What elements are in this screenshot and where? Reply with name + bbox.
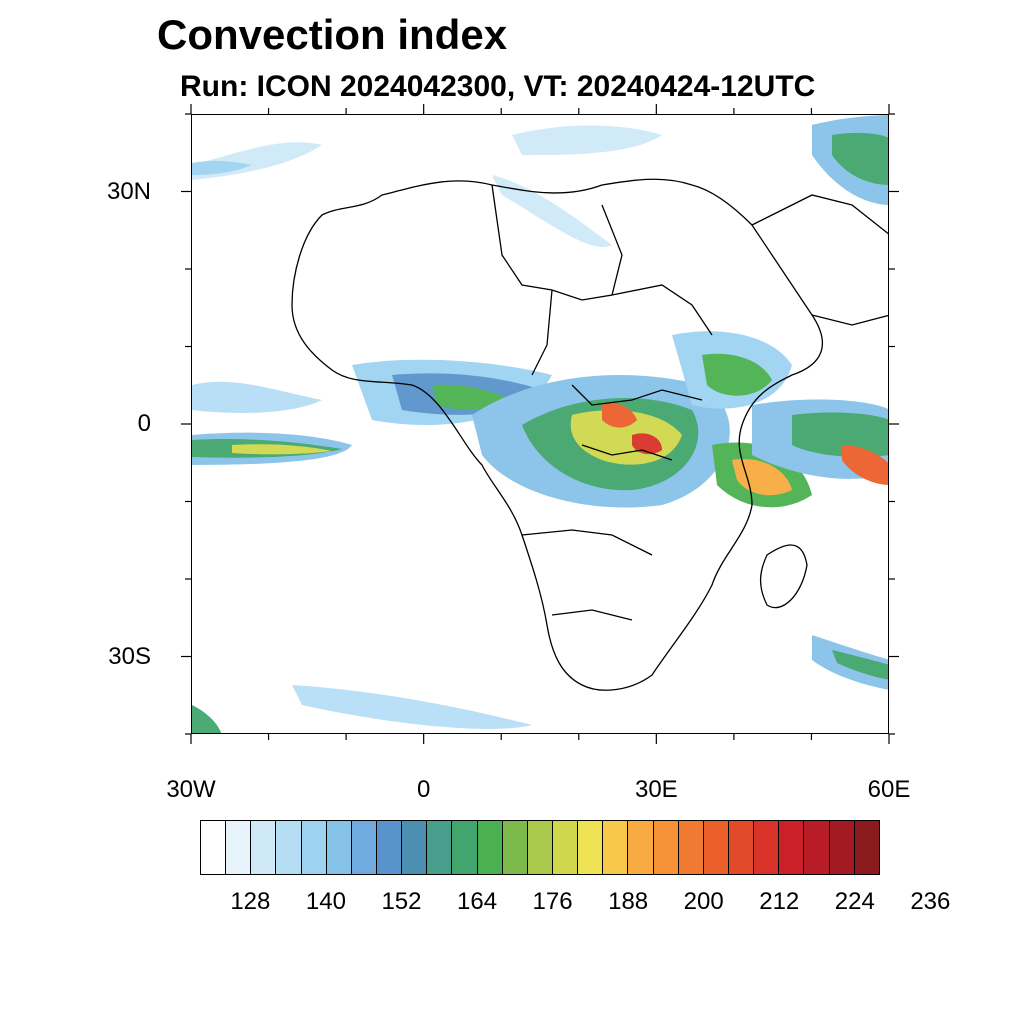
colorbar-swatch xyxy=(703,821,729,874)
lat-tick-label: 30N xyxy=(106,177,151,205)
colorbar-swatch xyxy=(502,821,528,874)
colorbar-swatch xyxy=(452,821,478,874)
colorbar-swatch xyxy=(603,821,629,874)
colorbar-swatch xyxy=(251,821,277,874)
colorbar-label: 164 xyxy=(457,888,498,915)
colorbar-swatch xyxy=(301,821,327,874)
colorbar-label: 236 xyxy=(910,888,951,915)
colorbar-swatch xyxy=(376,821,403,874)
lat-tick-label: 0 xyxy=(137,410,151,437)
map-panel xyxy=(191,114,889,734)
colorbar-label: 188 xyxy=(608,888,649,915)
chart-subtitle: Run: ICON 2024042300, VT: 20240424-12UTC xyxy=(180,70,816,103)
lon-tick-label: 30W xyxy=(166,776,216,803)
colorbar-swatch xyxy=(527,821,553,874)
colorbar-swatch xyxy=(201,821,227,874)
colorbar-swatch xyxy=(326,821,352,874)
colorbar-swatch xyxy=(829,821,855,874)
colorbar-swatch xyxy=(678,821,704,874)
lon-tick-label: 30E xyxy=(634,776,678,803)
colorbar-swatch xyxy=(854,821,879,874)
colorbar-swatch xyxy=(754,821,780,874)
colorbar-swatch xyxy=(552,821,579,874)
africa-outline-icon xyxy=(291,178,888,691)
lon-tick-label: 60E xyxy=(867,776,911,803)
colorbar-label: 224 xyxy=(834,888,875,915)
colorbar-swatch xyxy=(728,821,755,874)
colorbar-label: 200 xyxy=(683,888,724,915)
colorbar-swatch xyxy=(351,821,377,874)
colorbar-swatch xyxy=(653,821,679,874)
chart-title: Convection index xyxy=(157,11,508,58)
colorbar-swatch xyxy=(578,821,604,874)
colorbar-label: 176 xyxy=(532,888,573,915)
lat-tick-label: 30S xyxy=(108,642,151,670)
colorbar-swatch xyxy=(226,821,252,874)
convection-field xyxy=(192,115,888,733)
colorbar-swatch xyxy=(477,821,503,874)
colorbar-swatch xyxy=(276,821,302,874)
colorbar-label: 152 xyxy=(381,888,422,915)
colorbar-swatch xyxy=(779,821,805,874)
colorbar-swatch xyxy=(402,821,428,874)
colorbar-swatch xyxy=(804,821,830,874)
colorbar-swatch xyxy=(628,821,654,874)
colorbar-label: 128 xyxy=(230,888,271,915)
colorbar-swatch xyxy=(427,821,453,874)
colorbar-label: 212 xyxy=(759,888,800,915)
lon-tick-label: 0 xyxy=(416,776,431,803)
convection-shading xyxy=(192,115,888,733)
colorbar xyxy=(200,820,880,875)
colorbar-label: 140 xyxy=(305,888,346,915)
